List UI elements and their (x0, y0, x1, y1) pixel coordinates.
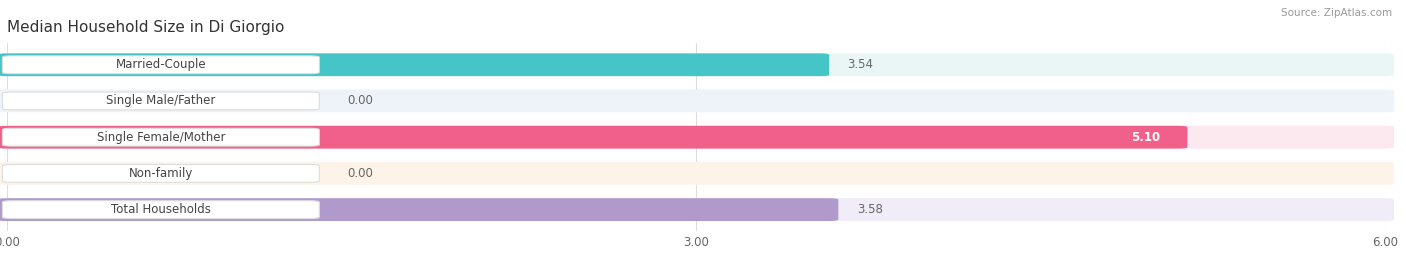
FancyBboxPatch shape (0, 126, 1395, 148)
Text: Median Household Size in Di Giorgio: Median Household Size in Di Giorgio (7, 20, 284, 35)
Text: Total Households: Total Households (111, 203, 211, 216)
FancyBboxPatch shape (3, 128, 319, 146)
Text: Single Female/Mother: Single Female/Mother (97, 131, 225, 144)
FancyBboxPatch shape (0, 162, 1395, 185)
Text: 3.54: 3.54 (848, 58, 873, 71)
Text: 0.00: 0.00 (347, 167, 373, 180)
Text: Married-Couple: Married-Couple (115, 58, 207, 71)
Text: 0.00: 0.00 (347, 94, 373, 108)
FancyBboxPatch shape (0, 53, 830, 76)
Text: Non-family: Non-family (129, 167, 193, 180)
FancyBboxPatch shape (0, 198, 838, 221)
FancyBboxPatch shape (3, 92, 319, 110)
FancyBboxPatch shape (0, 198, 1395, 221)
FancyBboxPatch shape (0, 90, 1395, 112)
FancyBboxPatch shape (3, 164, 319, 182)
Text: Single Male/Father: Single Male/Father (107, 94, 215, 108)
FancyBboxPatch shape (0, 126, 1188, 148)
Text: Source: ZipAtlas.com: Source: ZipAtlas.com (1281, 8, 1392, 18)
FancyBboxPatch shape (3, 201, 319, 218)
Text: 5.10: 5.10 (1130, 131, 1160, 144)
FancyBboxPatch shape (0, 53, 1395, 76)
FancyBboxPatch shape (3, 56, 319, 74)
Text: 3.58: 3.58 (856, 203, 883, 216)
